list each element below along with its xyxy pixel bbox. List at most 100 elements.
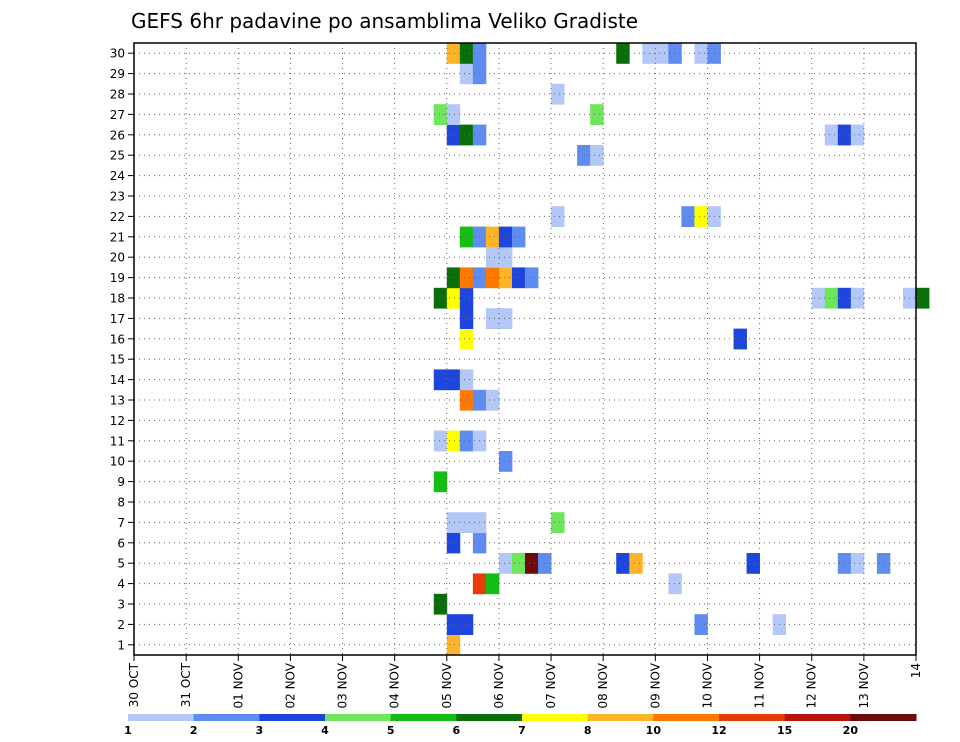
colorbar-label: 12 (711, 724, 726, 737)
colorbar-segment (193, 714, 260, 721)
y-tick-label: 11 (110, 434, 125, 448)
x-tick-label: 08 NOV (596, 662, 610, 708)
precip-cell (551, 83, 565, 105)
precip-cell (459, 389, 474, 411)
y-tick-label: 7 (117, 516, 125, 530)
precip-cell (511, 267, 526, 289)
y-tick-label: 5 (117, 557, 125, 571)
x-axis: 30 OCT 31 OCT 01 NOV 02 NOV 03 NOV 04 NOV 05 N… (127, 655, 923, 709)
precip-cell (433, 471, 448, 493)
y-tick-label: 13 (110, 394, 125, 408)
precip-cell (459, 614, 474, 635)
colorbar-label: 6 (453, 724, 461, 737)
y-tick-label: 6 (117, 536, 125, 550)
precip-cell (694, 614, 708, 635)
precip-cell (876, 553, 891, 574)
x-tick-label: 01 NOV (231, 662, 245, 708)
precip-cell (746, 553, 760, 574)
precip-cell (525, 553, 539, 574)
colorbar-label: 7 (518, 724, 526, 737)
colorbar-label: 3 (256, 724, 264, 737)
precip-cell (824, 287, 839, 309)
precip-cell (433, 104, 448, 125)
colorbar-segment (850, 714, 917, 721)
precip-cell (498, 267, 513, 289)
precip-cell (446, 614, 461, 635)
precip-cell (459, 328, 474, 350)
colorbar-label: 15 (777, 724, 792, 737)
precip-cell (733, 328, 747, 350)
y-tick-label: 19 (110, 271, 125, 285)
y-tick-label: 21 (110, 230, 125, 244)
y-tick-label: 28 (110, 88, 125, 102)
colorbar-segment (259, 714, 326, 721)
x-tick-label: 07 NOV (544, 662, 558, 708)
precip-cell (446, 369, 461, 391)
precip-cell (433, 430, 448, 452)
y-axis: 1234567891011121314151617181920212223242… (110, 47, 134, 652)
y-tick-label: 29 (110, 67, 125, 81)
precip-cell (446, 634, 461, 656)
x-tick-label: 03 NOV (336, 662, 350, 708)
x-tick-label: 31 OCT (179, 662, 193, 707)
precip-cell (824, 124, 839, 146)
colorbar-label: 5 (387, 724, 395, 737)
precip-cell (616, 553, 630, 574)
precip-cell (446, 512, 461, 533)
y-tick-label: 17 (110, 312, 125, 326)
precip-cell (525, 267, 539, 289)
x-tick-label: 04 NOV (388, 662, 402, 708)
precip-cell (498, 226, 513, 248)
precip-cell (459, 308, 474, 329)
precip-cell (485, 573, 500, 595)
precip-cell (459, 267, 474, 289)
precip-cell (459, 430, 474, 452)
precip-cell (485, 308, 500, 329)
colorbar-label: 1 (124, 724, 132, 737)
precip-cell (459, 369, 474, 391)
y-tick-label: 9 (117, 475, 125, 489)
y-tick-label: 25 (110, 149, 125, 163)
y-tick-label: 27 (110, 108, 125, 122)
y-tick-label: 8 (117, 496, 125, 510)
precip-cell (616, 43, 630, 64)
plot-frame (133, 42, 917, 656)
precip-cell (433, 593, 448, 615)
colorbar-label: 20 (843, 724, 859, 737)
colorbar-segment (456, 714, 523, 721)
y-tick-label: 2 (117, 618, 125, 632)
y-tick-label: 24 (110, 169, 125, 183)
precip-cell (446, 124, 461, 146)
precip-cell (498, 308, 513, 329)
y-tick-label: 16 (110, 332, 125, 346)
x-tick-label: 05 NOV (440, 662, 454, 708)
colorbar-segment (325, 714, 392, 721)
precip-cell (485, 389, 500, 411)
y-tick-label: 4 (117, 577, 125, 591)
y-tick-label: 30 (110, 47, 125, 61)
y-tick-label: 23 (110, 190, 125, 204)
precip-cell (459, 43, 474, 64)
precip-cell (655, 43, 669, 64)
precip-cell (446, 267, 461, 289)
y-tick-label: 3 (117, 598, 125, 612)
colorbar-label: 2 (190, 724, 198, 737)
y-tick-label: 20 (110, 251, 125, 265)
precip-cell (694, 206, 708, 227)
precip-cell (498, 247, 513, 268)
x-tick-label: 02 NOV (283, 662, 297, 708)
precip-cell (459, 226, 474, 248)
x-tick-label: 09 NOV (648, 662, 662, 708)
y-tick-label: 15 (110, 353, 125, 367)
y-tick-label: 14 (110, 373, 125, 387)
colorbar-segment (653, 714, 720, 721)
precip-cell (551, 206, 565, 227)
chart-title: GEFS 6hr padavine po ansamblima Veliko G… (131, 9, 638, 33)
y-tick-label: 10 (110, 455, 125, 469)
y-tick-label: 1 (117, 638, 125, 652)
precip-cell (681, 206, 695, 227)
x-tick-label: 12 NOV (805, 662, 819, 708)
x-tick-label: 30 OCT (127, 662, 141, 707)
y-tick-label: 22 (110, 210, 125, 224)
